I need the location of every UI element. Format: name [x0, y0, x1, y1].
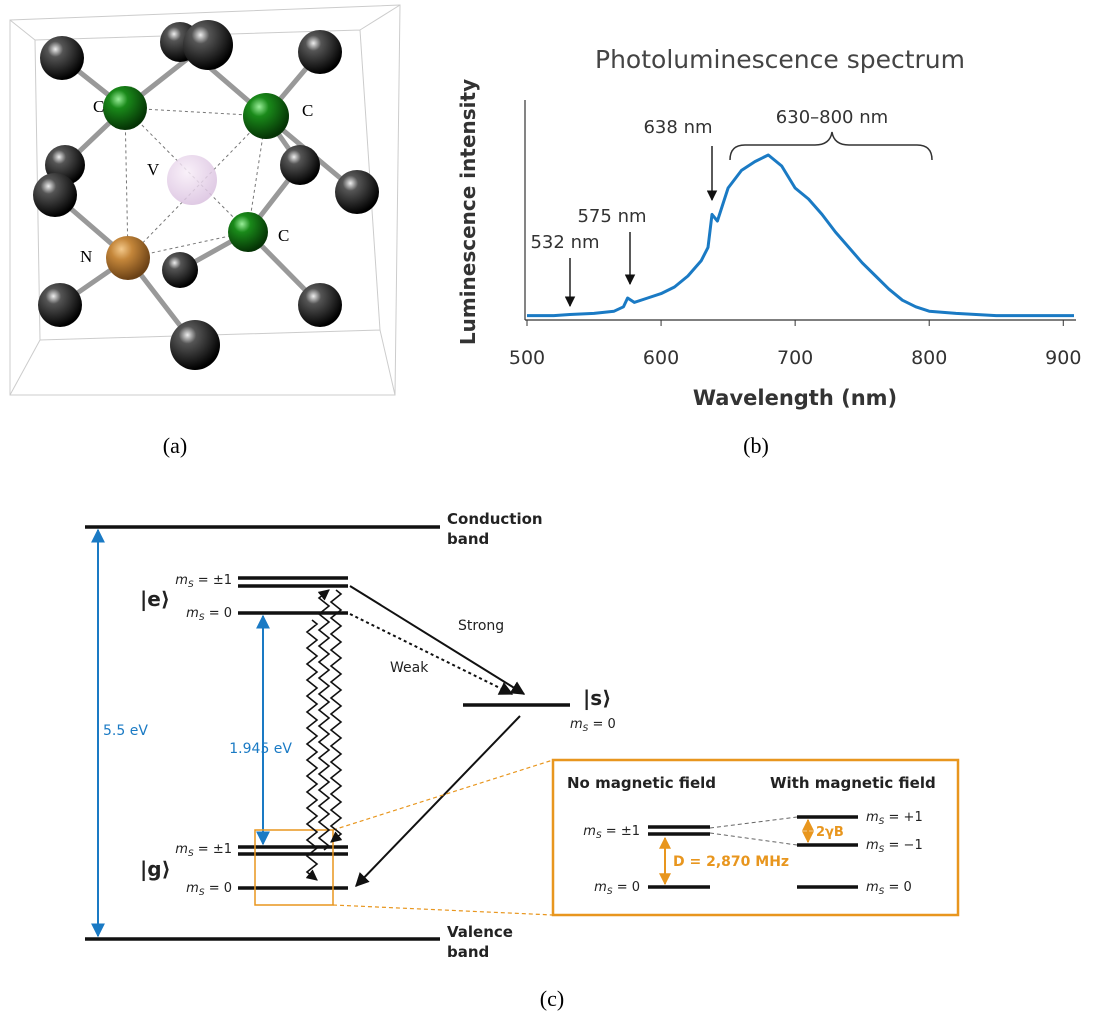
x-tick-label: 800 — [911, 347, 947, 369]
x-tick-label: 900 — [1045, 347, 1081, 369]
ms-symbol: m — [175, 573, 188, 588]
ms-value: = ±1 — [194, 573, 232, 588]
ms-value: = ±1 — [602, 824, 640, 839]
inset-header: With magnetic field — [770, 774, 936, 792]
ms-symbol: m — [186, 881, 199, 896]
ms-label: mS = 0 — [866, 880, 912, 897]
ms-value: = 0 — [613, 880, 640, 895]
gap-label: 5.5 eV — [103, 723, 148, 739]
annotation: 532 nm — [530, 232, 599, 253]
atom-label: V — [147, 160, 160, 179]
ms-value: = ±1 — [194, 842, 232, 857]
annotation: 638 nm — [643, 117, 712, 138]
spectrum-chart: Photoluminescence spectrum Wavelength (n… — [456, 45, 1081, 410]
annotation: 575 nm — [577, 206, 646, 227]
wavy-arrow — [319, 590, 329, 850]
band-label: Conduction — [447, 510, 543, 528]
brace — [730, 132, 932, 160]
ms-value: = −1 — [884, 838, 922, 853]
annotation: 630–800 nm — [776, 107, 888, 128]
ms-value: = 0 — [205, 606, 232, 621]
ms-label: mS = 0 — [186, 881, 232, 898]
weak-label: Weak — [390, 660, 429, 676]
x-tick-label: 500 — [509, 347, 545, 369]
d-label: D = 2,870 MHz — [673, 854, 789, 870]
ms-label: mS = 0 — [594, 880, 640, 897]
levels — [238, 578, 570, 888]
energy-diagram: Conduction band Valence band |e⟩ |g⟩ |s⟩… — [85, 510, 958, 961]
ms-value: = 0 — [884, 880, 911, 895]
atom-label: N — [80, 247, 92, 266]
ms-label: mS = 0 — [570, 717, 616, 734]
zeeman-label: 2γB — [816, 825, 844, 840]
atoms — [33, 20, 379, 370]
strong-label: Strong — [458, 618, 504, 634]
ms-label: mS = ±1 — [175, 842, 232, 859]
ms-symbol: m — [583, 824, 596, 839]
chart-title: Photoluminescence spectrum — [595, 45, 965, 74]
wavy-arrow — [307, 620, 317, 880]
ms-symbol: m — [175, 842, 188, 857]
wavy-arrow — [331, 590, 341, 842]
split-lines — [710, 817, 797, 845]
x-tick-label: 700 — [777, 347, 813, 369]
x-tick-label: 600 — [643, 347, 679, 369]
caption: (a) — [163, 433, 187, 458]
caption: (c) — [540, 986, 564, 1011]
ms-value: = 0 — [588, 717, 615, 732]
ms-value: = 0 — [205, 881, 232, 896]
atom-label: C — [278, 226, 289, 245]
zoom-connector — [333, 760, 553, 915]
ms-symbol: m — [186, 606, 199, 621]
inset-header: No magnetic field — [567, 774, 716, 792]
state-label: |s⟩ — [583, 686, 611, 710]
band-label: Valence — [447, 923, 513, 941]
ms-label: mS = ±1 — [175, 573, 232, 590]
ms-label: mS = ±1 — [583, 824, 640, 841]
ms-symbol: m — [866, 810, 879, 825]
ms-label: mS = 0 — [186, 606, 232, 623]
x-axis-label: Wavelength (nm) — [693, 386, 897, 410]
band-label: band — [447, 943, 489, 961]
figure: C C V C N (a) Photoluminescence spectrum… — [0, 0, 1096, 1018]
ms-symbol: m — [866, 880, 879, 895]
atom-label: C — [93, 97, 104, 116]
spectrum-line — [527, 155, 1074, 316]
ms-symbol: m — [570, 717, 583, 732]
ms-label: mS = +1 — [866, 810, 923, 827]
ms-symbol: m — [594, 880, 607, 895]
atom-label: C — [302, 101, 313, 120]
ms-label: mS = −1 — [866, 838, 923, 855]
state-label: |e⟩ — [140, 587, 170, 611]
state-label: |g⟩ — [140, 857, 171, 881]
ms-symbol: m — [866, 838, 879, 853]
strong-arrow — [350, 586, 524, 694]
zpl-label: 1.945 eV — [229, 741, 292, 757]
caption: (b) — [743, 433, 769, 458]
band-label: band — [447, 530, 489, 548]
ms-value: = +1 — [884, 810, 922, 825]
zoom-box — [255, 830, 333, 905]
decay-arrow — [356, 716, 520, 886]
y-axis-label: Luminescence intensity — [456, 79, 480, 345]
